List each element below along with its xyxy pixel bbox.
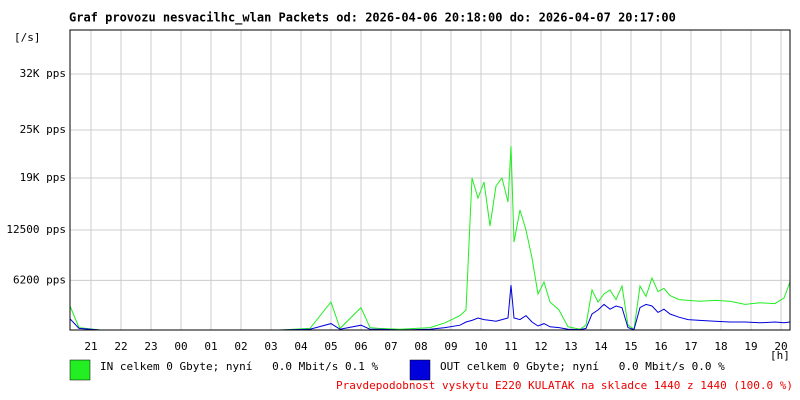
x-tick-label: 16 <box>654 340 667 353</box>
x-tick-label: 17 <box>684 340 697 353</box>
x-tick-label: 12 <box>534 340 547 353</box>
legend-swatch <box>69 359 91 381</box>
x-tick-label: 21 <box>84 340 97 353</box>
x-tick-label: 10 <box>474 340 487 353</box>
y-axis-label: [/s] <box>14 31 41 44</box>
x-tick-label: 19 <box>744 340 757 353</box>
annotation: Pravdepodobnost vyskytu E220 KULATAK na … <box>336 379 793 392</box>
legend-label: IN celkem 0 Gbyte; nyní 0.0 Mbit/s 0.1 % <box>100 360 379 373</box>
y-tick-label: 19K pps <box>20 171 66 184</box>
x-tick-label: 06 <box>354 340 367 353</box>
legend-label: OUT celkem 0 Gbyte; nyní 0.0 Mbit/s 0.0 … <box>440 360 725 373</box>
x-tick-label: 14 <box>594 340 608 353</box>
x-tick-label: 11 <box>504 340 517 353</box>
x-tick-label: 22 <box>114 340 127 353</box>
chart-title: Graf provozu nesvacilhc_wlan Packets od:… <box>69 11 676 26</box>
y-tick-label: 12500 pps <box>6 223 66 236</box>
x-tick-label: 13 <box>564 340 577 353</box>
x-tick-label: 15 <box>624 340 637 353</box>
x-tick-label: 00 <box>174 340 187 353</box>
plot-frame <box>69 29 791 331</box>
x-tick-label: 07 <box>384 340 397 353</box>
x-tick-label: 23 <box>144 340 157 353</box>
x-tick-label: 18 <box>714 340 727 353</box>
x-tick-label: 20 <box>774 340 787 353</box>
y-tick-label: 6200 pps <box>13 273 66 286</box>
x-tick-label: 05 <box>324 340 337 353</box>
x-tick-label: 04 <box>294 340 308 353</box>
series-line <box>69 145 791 331</box>
y-tick-label: 32K pps <box>20 67 66 80</box>
x-tick-label: 03 <box>264 340 277 353</box>
x-axis-label: [h] <box>770 349 790 362</box>
x-tick-label: 02 <box>234 340 247 353</box>
x-tick-label: 09 <box>444 340 457 353</box>
legend-swatch <box>409 359 431 381</box>
x-tick-label: 08 <box>414 340 427 353</box>
series-line <box>69 285 791 331</box>
y-tick-label: 25K pps <box>20 123 66 136</box>
x-tick-label: 01 <box>204 340 217 353</box>
